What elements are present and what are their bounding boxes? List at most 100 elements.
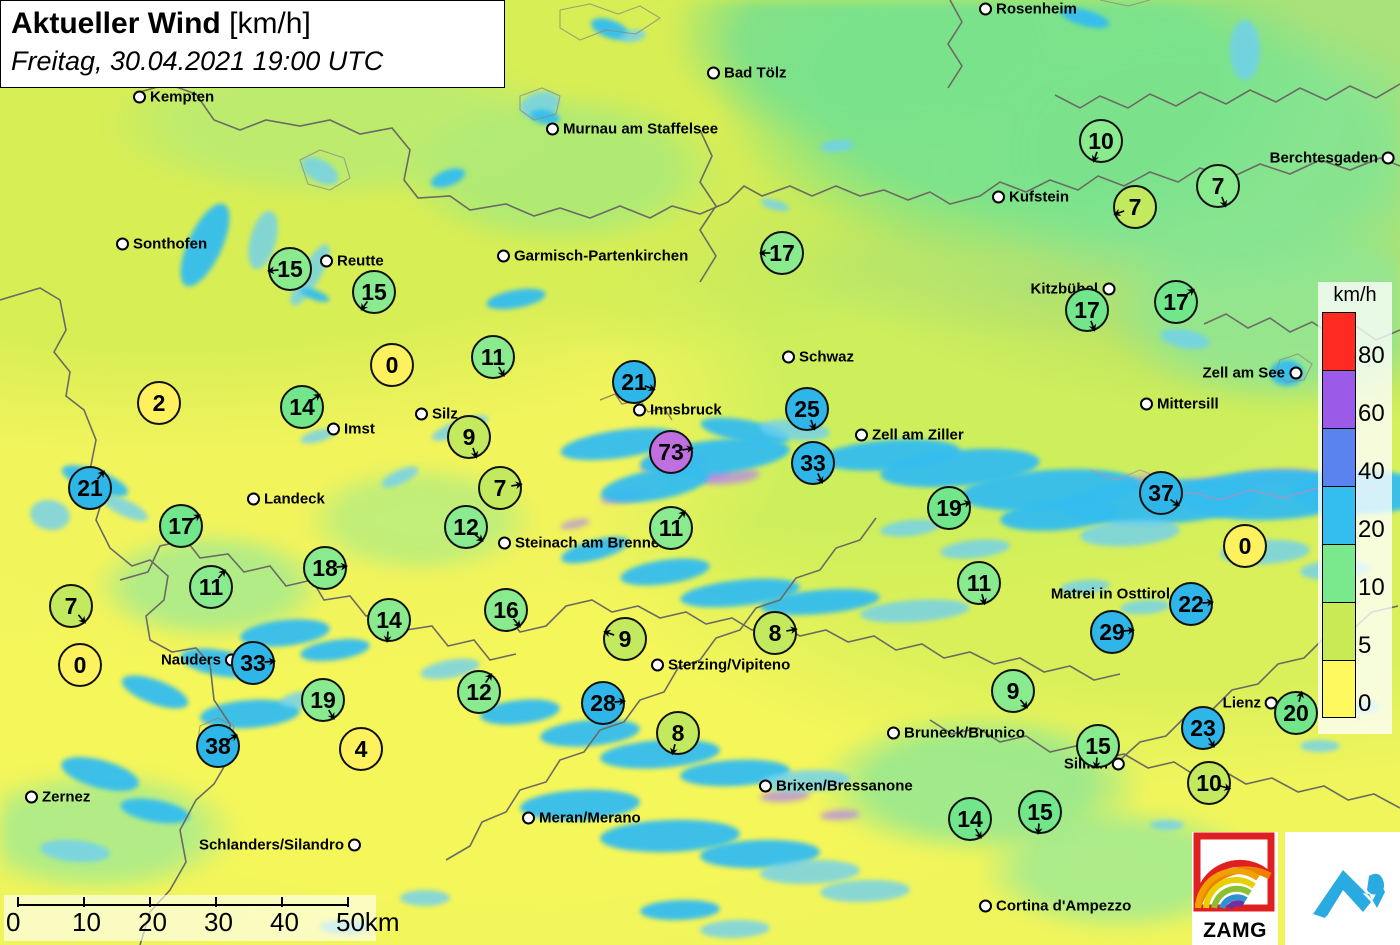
wind-speed-value[interactable]: 15 bbox=[1076, 724, 1120, 768]
wind-station-marker[interactable]: 10 bbox=[1079, 119, 1123, 163]
wind-station-marker[interactable]: 16 bbox=[484, 588, 528, 632]
wind-speed-value[interactable]: 0 bbox=[58, 643, 102, 687]
wind-station-marker[interactable]: 21 bbox=[68, 466, 112, 510]
wind-station-marker[interactable]: 11 bbox=[649, 506, 693, 550]
wind-speed-value[interactable]: 18 bbox=[303, 546, 347, 590]
wind-station-marker[interactable]: 7 bbox=[49, 584, 93, 628]
wind-station-marker[interactable]: 9 bbox=[447, 415, 491, 459]
wind-station-marker[interactable]: 4 bbox=[339, 727, 383, 771]
wind-station-marker[interactable]: 12 bbox=[444, 505, 488, 549]
wind-station-marker[interactable]: 14 bbox=[948, 797, 992, 841]
wind-speed-value[interactable]: 21 bbox=[612, 360, 656, 404]
wind-speed-value[interactable]: 22 bbox=[1169, 582, 1213, 626]
wind-speed-value[interactable]: 21 bbox=[68, 466, 112, 510]
wind-speed-value[interactable]: 14 bbox=[948, 797, 992, 841]
wind-station-marker[interactable]: 15 bbox=[266, 247, 312, 291]
wind-speed-value[interactable]: 33 bbox=[791, 441, 835, 485]
wind-speed-value[interactable]: 19 bbox=[927, 486, 971, 530]
wind-speed-value[interactable]: 7 bbox=[478, 466, 522, 510]
wind-speed-value[interactable]: 11 bbox=[471, 335, 515, 379]
wind-speed-value[interactable]: 9 bbox=[991, 669, 1035, 713]
wind-speed-value[interactable]: 0 bbox=[370, 343, 414, 387]
wind-speed-value[interactable]: 7 bbox=[49, 584, 93, 628]
wind-station-marker[interactable]: 33 bbox=[791, 441, 835, 485]
wind-station-marker[interactable]: 0 bbox=[1223, 524, 1267, 568]
wind-speed-value[interactable]: 11 bbox=[649, 506, 693, 550]
wind-station-marker[interactable]: 11 bbox=[189, 565, 233, 609]
wind-station-marker[interactable]: 15 bbox=[1076, 724, 1120, 770]
wind-speed-value[interactable]: 25 bbox=[785, 387, 829, 431]
wind-speed-value[interactable]: 11 bbox=[189, 565, 233, 609]
wind-station-marker[interactable]: 2 bbox=[137, 381, 181, 425]
wind-speed-value[interactable]: 15 bbox=[1018, 790, 1062, 834]
wind-speed-value[interactable]: 12 bbox=[457, 670, 501, 714]
wind-speed-value[interactable]: 9 bbox=[603, 617, 647, 661]
wind-station-marker[interactable]: 20 bbox=[1274, 690, 1318, 735]
wind-speed-value[interactable]: 10 bbox=[1187, 761, 1231, 805]
wind-station-marker[interactable]: 21 bbox=[612, 360, 656, 404]
wind-station-marker[interactable]: 25 bbox=[785, 387, 829, 431]
wind-speed-value[interactable]: 15 bbox=[352, 270, 396, 314]
wind-station-marker[interactable]: 15 bbox=[352, 270, 396, 314]
wind-speed-value[interactable]: 29 bbox=[1090, 610, 1134, 654]
wind-speed-value[interactable]: 17 bbox=[159, 504, 203, 548]
wind-speed-value[interactable]: 14 bbox=[367, 598, 411, 642]
wind-station-marker[interactable]: 15 bbox=[1018, 790, 1062, 836]
wind-station-marker[interactable]: 29 bbox=[1090, 610, 1136, 654]
wind-station-marker[interactable]: 8 bbox=[656, 711, 700, 756]
wind-speed-value[interactable]: 4 bbox=[339, 727, 383, 771]
wind-speed-value[interactable]: 0 bbox=[1223, 524, 1267, 568]
wind-speed-value[interactable]: 2 bbox=[137, 381, 181, 425]
wind-station-marker[interactable]: 17 bbox=[1065, 288, 1109, 332]
wind-station-marker[interactable]: 17 bbox=[758, 231, 804, 275]
wind-speed-value[interactable]: 73 bbox=[649, 430, 693, 474]
wind-speed-value[interactable]: 20 bbox=[1274, 691, 1318, 735]
wind-station-marker[interactable]: 19 bbox=[927, 486, 972, 530]
wind-station-marker[interactable]: 0 bbox=[370, 343, 414, 387]
wind-station-marker[interactable]: 0 bbox=[58, 643, 102, 687]
wind-station-marker[interactable]: 10 bbox=[1187, 761, 1232, 805]
wind-station-marker[interactable]: 12 bbox=[457, 670, 501, 714]
wind-speed-value[interactable]: 8 bbox=[656, 711, 700, 755]
wind-speed-value[interactable]: 7 bbox=[1196, 164, 1240, 208]
wind-speed-value[interactable]: 17 bbox=[1154, 280, 1198, 324]
wind-station-marker[interactable]: 9 bbox=[603, 617, 647, 661]
wind-station-marker[interactable]: 18 bbox=[303, 546, 349, 590]
wind-station-marker[interactable]: 73 bbox=[649, 430, 694, 474]
wind-station-marker[interactable]: 23 bbox=[1181, 706, 1225, 750]
wind-station-marker[interactable]: 37 bbox=[1139, 471, 1183, 515]
wind-speed-value[interactable]: 7 bbox=[1113, 185, 1157, 229]
wind-station-marker[interactable]: 11 bbox=[471, 335, 515, 379]
wind-speed-value[interactable]: 8 bbox=[753, 611, 797, 655]
wind-station-marker[interactable]: 33 bbox=[231, 641, 277, 685]
wind-speed-value[interactable]: 15 bbox=[268, 247, 312, 291]
wind-speed-value[interactable]: 17 bbox=[1065, 288, 1109, 332]
wind-station-marker[interactable]: 22 bbox=[1169, 582, 1215, 626]
wind-speed-value[interactable]: 37 bbox=[1139, 471, 1183, 515]
wind-speed-value[interactable]: 28 bbox=[581, 681, 625, 725]
wind-speed-value[interactable]: 14 bbox=[280, 385, 324, 429]
wind-station-marker[interactable]: 11 bbox=[957, 561, 1001, 606]
wind-speed-value[interactable]: 33 bbox=[231, 641, 275, 685]
wind-station-marker[interactable]: 14 bbox=[280, 385, 324, 429]
wind-station-marker[interactable]: 38 bbox=[196, 724, 240, 768]
wind-speed-value[interactable]: 10 bbox=[1079, 119, 1123, 163]
wind-station-marker[interactable]: 7 bbox=[1196, 164, 1240, 208]
wind-station-marker[interactable]: 28 bbox=[581, 681, 627, 725]
wind-station-marker[interactable]: 19 bbox=[301, 678, 345, 722]
wind-speed-value[interactable]: 12 bbox=[444, 505, 488, 549]
wind-station-marker[interactable]: 17 bbox=[159, 504, 203, 548]
wind-speed-value[interactable]: 38 bbox=[196, 724, 240, 768]
wind-speed-value[interactable]: 23 bbox=[1181, 706, 1225, 750]
wind-station-marker[interactable]: 8 bbox=[753, 611, 798, 655]
wind-speed-value[interactable]: 16 bbox=[484, 588, 528, 632]
wind-station-marker[interactable]: 7 bbox=[1113, 185, 1157, 229]
wind-station-marker[interactable]: 14 bbox=[367, 598, 411, 644]
wind-speed-value[interactable]: 11 bbox=[957, 561, 1001, 605]
wind-speed-value[interactable]: 9 bbox=[447, 415, 491, 459]
wind-speed-value[interactable]: 17 bbox=[760, 231, 804, 275]
wind-station-marker[interactable]: 9 bbox=[991, 669, 1035, 713]
wind-station-marker[interactable]: 7 bbox=[478, 466, 523, 510]
wind-station-marker[interactable]: 17 bbox=[1154, 280, 1198, 324]
wind-speed-value[interactable]: 19 bbox=[301, 678, 345, 722]
